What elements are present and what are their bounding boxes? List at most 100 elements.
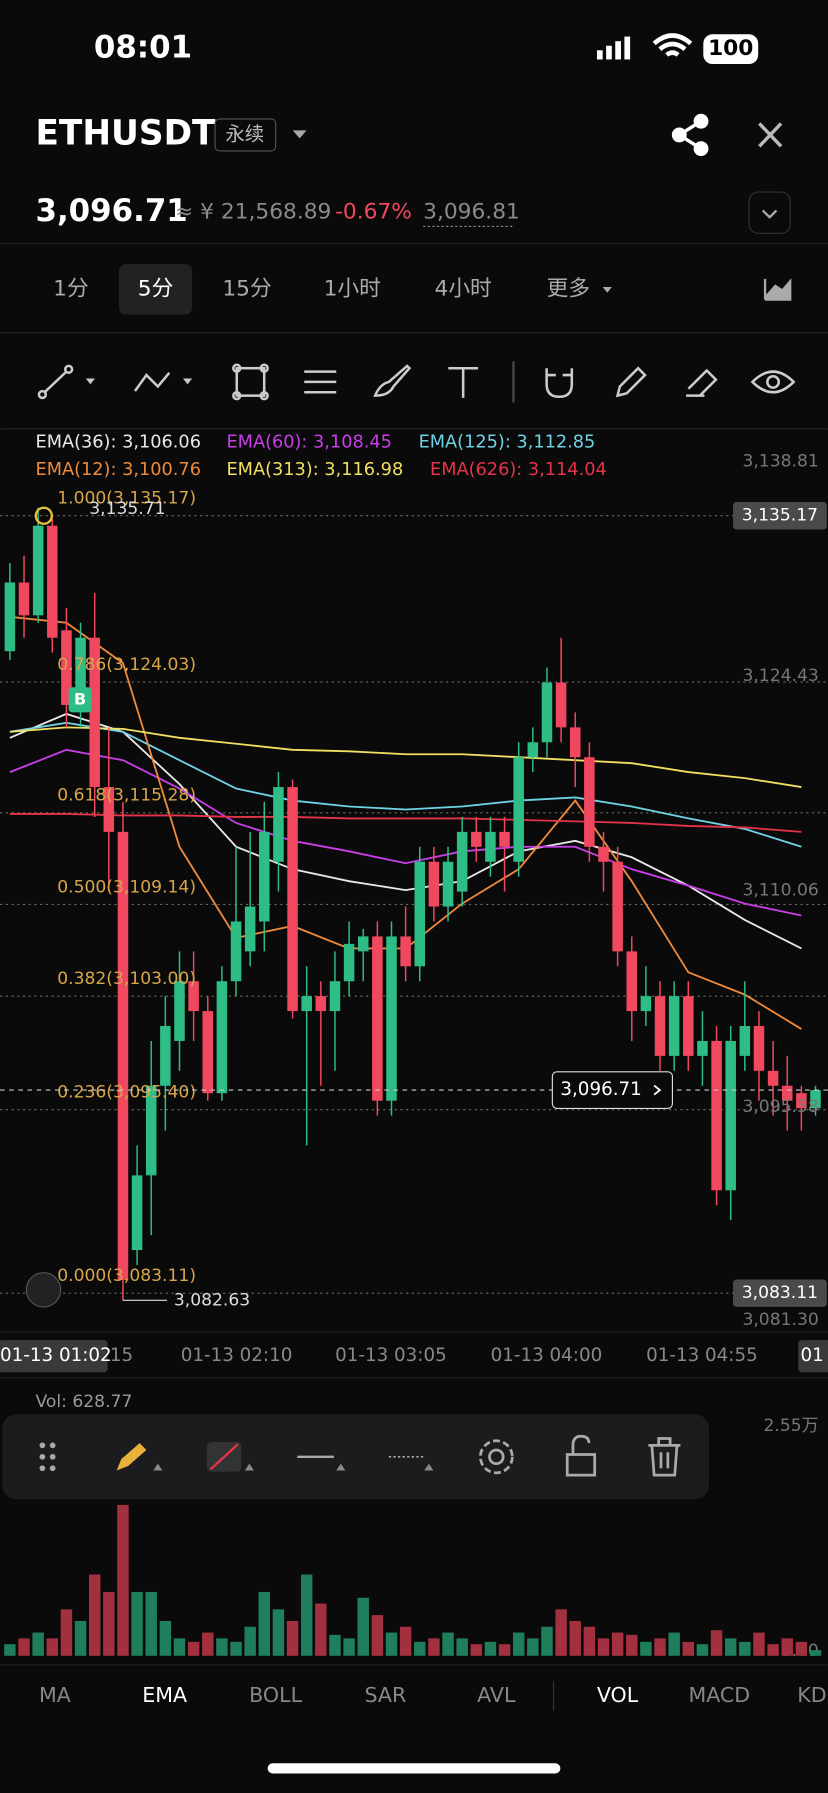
volume-label: Vol: 628.77 — [36, 1392, 133, 1412]
candle-body — [654, 996, 666, 1056]
candle-body — [18, 582, 30, 616]
last-price-label: 3,096.71 — [560, 1079, 641, 1100]
symbol[interactable]: ETHUSDT — [36, 113, 217, 153]
timeframe-tab[interactable]: 4小时 — [435, 276, 492, 301]
pen-color-icon[interactable] — [116, 1443, 147, 1471]
indicator-tab[interactable]: BOLL — [249, 1683, 302, 1707]
volume-bar — [640, 1641, 652, 1656]
candle-body — [32, 525, 44, 616]
signal-icon — [596, 36, 631, 60]
indicator-tab[interactable]: SAR — [364, 1683, 406, 1707]
delete-icon[interactable] — [648, 1437, 681, 1477]
price-box — [733, 502, 827, 530]
chart-type-icon[interactable] — [763, 278, 792, 301]
contract-type: 永续 — [225, 122, 264, 145]
unlock-icon[interactable] — [565, 1434, 597, 1477]
candle-body — [668, 996, 680, 1056]
candle-body — [315, 996, 327, 1012]
price-box — [733, 1279, 827, 1307]
reset-view-button[interactable] — [25, 1272, 62, 1308]
crosshair-time-box — [0, 1340, 108, 1373]
volume-bar — [103, 1591, 115, 1656]
fib-label: 0.618(3,115.28) — [57, 786, 196, 806]
buy-marker — [68, 687, 92, 713]
fib-label: 0.786(3,124.03) — [57, 655, 196, 675]
volume-bar — [710, 1630, 723, 1656]
candle-body — [781, 1085, 793, 1101]
ema-line — [9, 726, 802, 788]
volume-bar — [357, 1597, 369, 1656]
indicator-tab[interactable]: VOL — [597, 1683, 639, 1707]
dropdown-icon[interactable] — [292, 130, 307, 139]
drag-handle[interactable] — [39, 1442, 56, 1472]
ema-line — [9, 813, 802, 833]
time-label: 01-13 01:02 — [0, 1345, 112, 1366]
timeframe-tab[interactable]: 5分 — [138, 276, 174, 301]
timeframe-tab[interactable]: 1小时 — [324, 276, 381, 301]
candle-body — [329, 981, 341, 1012]
volume-bar — [724, 1638, 737, 1656]
volume-bar — [611, 1632, 624, 1656]
candle-body — [160, 1026, 171, 1086]
candle-body — [555, 682, 567, 728]
sub-menu-arrows — [153, 1463, 434, 1471]
settings-icon[interactable] — [488, 1448, 505, 1466]
indicator-tab[interactable]: AVL — [477, 1683, 516, 1707]
timeframe-tab[interactable]: 更多 — [547, 276, 590, 301]
last-price-arrow — [653, 1084, 662, 1096]
y-tick-label: 3,095.58 — [742, 1097, 818, 1117]
volume-bar — [315, 1603, 327, 1656]
indicator-tab[interactable]: EMA — [142, 1683, 187, 1707]
line-color-slash — [209, 1443, 239, 1471]
mark-price: 3,096.81 — [423, 200, 520, 225]
more-arrow — [602, 287, 612, 293]
indicator-tab[interactable]: KD — [797, 1683, 826, 1707]
volume-bar — [371, 1615, 384, 1656]
y-tick-label: 3,081.30 — [742, 1310, 818, 1330]
volume-bar — [159, 1620, 172, 1656]
indicator-tab[interactable]: MACD — [688, 1683, 750, 1707]
volume-bar — [767, 1644, 779, 1656]
ema-legend: EMA(60): 3,108.45 — [226, 433, 391, 453]
volume-bar — [428, 1638, 440, 1656]
volume-bar — [739, 1641, 751, 1656]
volume-bar — [541, 1626, 553, 1656]
timeframe-tab[interactable]: 15分 — [222, 276, 271, 301]
candle-body — [810, 1090, 821, 1109]
candle-body — [513, 757, 524, 862]
volume-bar — [74, 1620, 87, 1656]
last-price-tag[interactable] — [551, 1071, 674, 1109]
expand-button[interactable] — [748, 191, 791, 234]
time-label: 15 — [110, 1345, 133, 1366]
ema-legend: EMA(125): 3,112.85 — [419, 433, 596, 453]
candle-body — [456, 831, 468, 892]
time-label: 01-13 04:55 — [646, 1345, 758, 1366]
drawing-tools[interactable] — [37, 361, 796, 403]
cny-price: ≈ ¥ 21,568.89 — [175, 200, 331, 225]
drawing-toolbar — [2, 1414, 710, 1500]
candle-body — [584, 757, 595, 847]
candle-body — [569, 727, 581, 758]
indicator-tab[interactable]: MA — [39, 1683, 71, 1707]
candle-body — [697, 1040, 708, 1056]
high-label: 3,135.71 — [89, 499, 165, 519]
volume-bar — [230, 1641, 242, 1656]
volume-bar — [202, 1632, 214, 1656]
share-icon[interactable] — [671, 113, 709, 157]
volume-bar — [216, 1638, 228, 1656]
candle-body — [61, 630, 72, 705]
price-box-label: 3,135.17 — [742, 506, 818, 526]
timeframe-tab[interactable]: 1分 — [53, 276, 89, 301]
battery-icon — [703, 34, 759, 65]
close-icon[interactable] — [758, 122, 783, 148]
fib-label: 0.382(3,103.00) — [57, 969, 196, 989]
volume-bar — [329, 1634, 341, 1656]
candle-body — [273, 787, 284, 862]
volume-bar — [60, 1609, 73, 1656]
volume-bar — [484, 1641, 497, 1656]
volume-tick-label: 2.55万 — [763, 1416, 818, 1436]
buy-marker-label: B — [74, 689, 86, 708]
crosshair-time-box — [798, 1340, 828, 1373]
candle-body — [174, 981, 185, 1041]
